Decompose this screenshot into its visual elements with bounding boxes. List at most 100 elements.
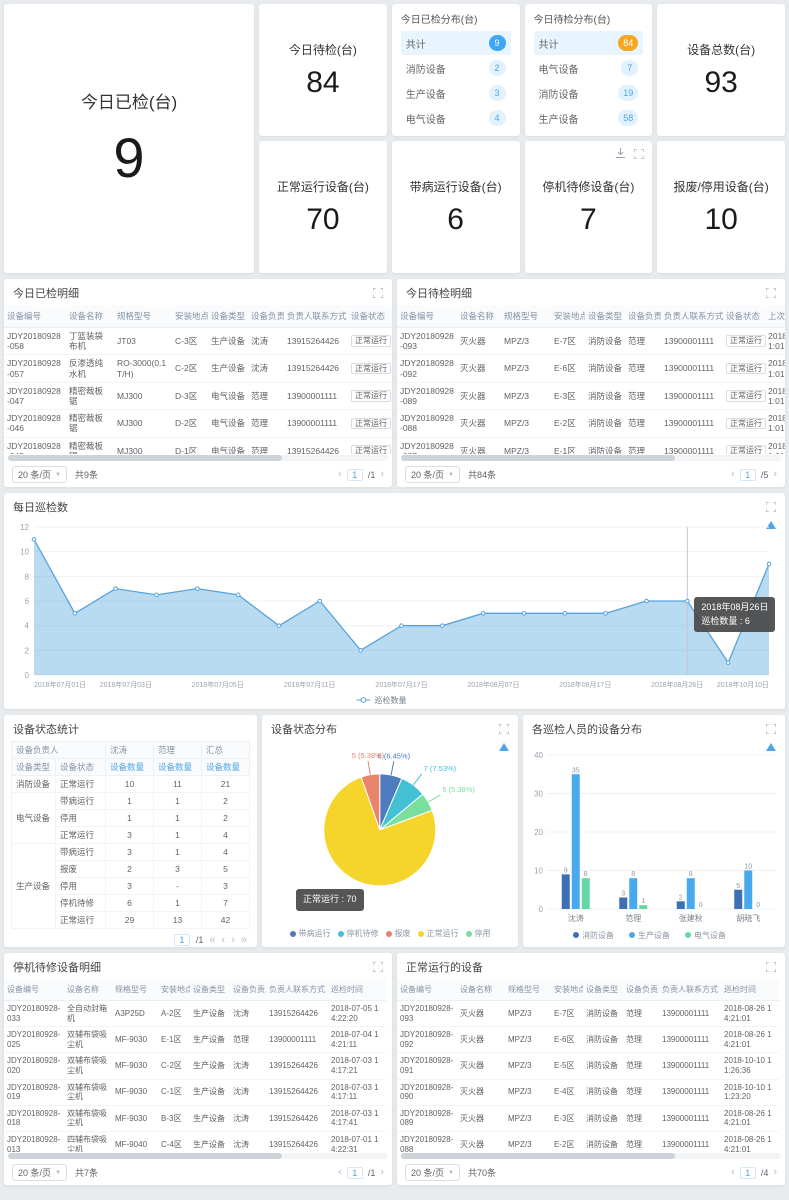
next-page-button[interactable]: ›	[380, 468, 384, 480]
table-row[interactable]: JDY20180928-087灭火器MPZ/3E-1区消防设备范理1390000…	[397, 437, 785, 454]
table-row[interactable]: JDY20180928-047 精密裁板锯 MJ300 D-3区 电气设备 范理 13900…	[4, 382, 392, 411]
table-row[interactable]: JDY20180928-092 灭火器 MPZ/3 E-6区 消防设备 范理 1390000…	[397, 354, 785, 383]
column-header[interactable]: 负责人联系方式	[284, 305, 348, 328]
table-row[interactable]: JDY20180928-018 双辅布袋吸尘机 MF-9030 B-3区 生产设备 沈涛 1…	[4, 1105, 386, 1132]
column-header[interactable]: 巡检时间	[721, 979, 779, 1001]
table-row[interactable]: JDY20180928-058 丁篮装袋布机 JT03 C-3区 生产设备 沈涛 13915…	[4, 327, 392, 356]
column-header[interactable]: 规格型号	[114, 305, 172, 328]
table-row[interactable]: JDY20180928-019 双辅布袋吸尘机 MF-9030 C-1区 生产设备 沈涛 1…	[4, 1079, 386, 1106]
current-page[interactable]: 1	[739, 1166, 756, 1179]
page-size-select[interactable]: 20 条/页 ▼	[405, 466, 460, 483]
column-header[interactable]: 安装地点	[551, 979, 583, 1001]
column-header[interactable]: 设备状态	[348, 305, 390, 328]
last-page-button[interactable]: »	[240, 933, 247, 946]
table-row[interactable]: JDY20180928-093 灭火器 MPZ/3 E-7区 消防设备 范理 1390000…	[397, 327, 785, 356]
table-row[interactable]: JDY20180928-092 灭火器 MPZ/3 E-6区 消防设备 范理 1390000…	[397, 1026, 779, 1054]
prev-page-button[interactable]: ‹	[338, 1166, 342, 1178]
prev-page-button[interactable]: ‹	[731, 1166, 735, 1178]
column-header[interactable]: 负责人联系方式	[266, 979, 328, 1001]
chart-switch-icon[interactable]	[766, 743, 776, 751]
column-header[interactable]: 规格型号	[505, 979, 551, 1001]
expand-icon[interactable]	[499, 724, 509, 734]
current-page[interactable]: 1	[739, 468, 756, 481]
current-page[interactable]: 1	[346, 468, 363, 481]
daily-line-chart[interactable]: 0 2 4 6 8 10 12 2018年07月01日 2018年07月03日 2018年07月0…	[8, 519, 781, 707]
table-row[interactable]: JDY20180928-045精密裁板锯MJ300D-1区电气设备范理13915…	[4, 437, 392, 454]
next-page-button[interactable]: ›	[773, 468, 777, 480]
expand-icon[interactable]	[373, 288, 383, 298]
column-header[interactable]: 安装地点	[172, 305, 208, 328]
table-row[interactable]: JDY20180928-057 反渗透纯水机 RO-3000(0.1T/H) C-2区…	[4, 354, 392, 383]
column-header[interactable]: 设备编号	[4, 305, 66, 328]
chart-switch-icon[interactable]	[499, 743, 509, 751]
column-header[interactable]: 负责人联系方式	[661, 305, 723, 328]
legend-item[interactable]: 带病运行	[289, 928, 331, 939]
people-bar-chart[interactable]: 0 10 20 30 40 9 3 2 5 35 8 8 10 8 1 0 0 沈涛 范理 张建秋 胡晓飞 消防设备 生产设…	[523, 741, 785, 943]
expand-icon[interactable]	[766, 502, 776, 512]
column-header[interactable]: 设备类型	[583, 979, 623, 1001]
column-header[interactable]: 设备负责人	[230, 979, 266, 1001]
column-header[interactable]: 安装地点	[158, 979, 190, 1001]
column-header[interactable]: 设备负责人	[248, 305, 284, 328]
column-header[interactable]: 设备类型	[585, 305, 625, 328]
column-header[interactable]: 安装地点	[551, 305, 585, 328]
column-header[interactable]: 设备名称	[66, 305, 114, 328]
legend-item[interactable]: 停机待修	[337, 928, 379, 939]
status-pie-chart[interactable]: 6 (6.45%) 7 (7.53%) 5 (5.38%) 5 (5.38%) 带病运行…	[262, 741, 518, 943]
table-row[interactable]: JDY20180928-089 灭火器 MPZ/3 E-3区 消防设备 范理 1390000…	[397, 382, 785, 411]
column-header[interactable]: 设备状态	[723, 305, 765, 328]
table-row[interactable]: JDY20180928-093 灭火器 MPZ/3 E-7区 消防设备 范理 1390000…	[397, 1000, 779, 1028]
column-header[interactable]: 巡检时间	[328, 979, 386, 1001]
horizontal-scrollbar[interactable]	[401, 455, 781, 461]
next-page-button[interactable]: ›	[773, 1166, 777, 1178]
column-header[interactable]: 上次巡检时间	[390, 305, 392, 328]
table-row[interactable]: JDY20180928-091 灭火器 MPZ/3 E-5区 消防设备 范理 1390000…	[397, 1052, 779, 1080]
column-header[interactable]: 设备负责人	[623, 979, 659, 1001]
table-row[interactable]: JDY20180928-088 灭火器 MPZ/3 E-2区 消防设备 范理 1390000…	[397, 409, 785, 438]
column-header[interactable]: 设备编号	[397, 305, 457, 328]
column-header[interactable]: 规格型号	[112, 979, 158, 1001]
column-header[interactable]: 负责人联系方式	[659, 979, 721, 1001]
expand-icon[interactable]	[766, 288, 776, 298]
horizontal-scrollbar[interactable]	[401, 1153, 781, 1159]
column-header[interactable]: 设备名称	[457, 305, 501, 328]
scrollbar-thumb[interactable]	[8, 1153, 282, 1159]
column-header[interactable]: 上次巡检时间	[765, 305, 785, 328]
table-row[interactable]: JDY20180928-088 灭火器 MPZ/3 E-2区 消防设备 范理 1390000…	[397, 1131, 779, 1152]
column-header[interactable]: 设备编号	[397, 979, 457, 1001]
table-row[interactable]: JDY20180928-090 灭火器 MPZ/3 E-4区 消防设备 范理 1390000…	[397, 1079, 779, 1106]
first-page-button[interactable]: «	[209, 933, 216, 946]
column-header[interactable]: 设备编号	[4, 979, 64, 1001]
table-row[interactable]: JDY20180928-025 双辅布袋吸尘机 MF-9030 E-1区 生产设备 范理 1…	[4, 1026, 386, 1054]
legend-item[interactable]: 正常运行	[417, 928, 459, 939]
table-row[interactable]: JDY20180928-046 精密裁板锯 MJ300 D-2区 电气设备 范理 13900…	[4, 409, 392, 438]
column-header[interactable]: 设备名称	[64, 979, 112, 1001]
expand-icon[interactable]	[766, 962, 776, 972]
column-header[interactable]: 规格型号	[501, 305, 551, 328]
column-header[interactable]: 设备类型	[208, 305, 248, 328]
page-size-select[interactable]: 20 条/页 ▼	[405, 1164, 460, 1181]
scrollbar-thumb[interactable]	[401, 455, 675, 461]
prev-page-button[interactable]: ‹	[221, 933, 226, 946]
page-size-select[interactable]: 20 条/页 ▼	[12, 1164, 67, 1181]
prev-page-button[interactable]: ‹	[731, 468, 735, 480]
column-header[interactable]: 设备名称	[457, 979, 505, 1001]
table-row[interactable]: JDY20180928-013 四辅布袋吸尘机 MF-9040 C-4区 生产设备 沈涛 1…	[4, 1131, 386, 1152]
expand-icon[interactable]	[373, 962, 383, 972]
scrollbar-thumb[interactable]	[8, 455, 282, 461]
next-page-button[interactable]: ›	[380, 1166, 384, 1178]
column-header[interactable]: 设备类型	[190, 979, 230, 1001]
expand-icon[interactable]	[766, 724, 776, 734]
horizontal-scrollbar[interactable]	[8, 1153, 388, 1159]
page-size-select[interactable]: 20 条/页 ▼	[12, 466, 67, 483]
chart-switch-icon[interactable]	[766, 521, 776, 529]
expand-icon[interactable]	[634, 148, 645, 159]
column-header[interactable]: 设备负责人	[625, 305, 661, 328]
legend-item[interactable]: 停用	[465, 928, 491, 939]
table-row[interactable]: JDY20180928-089 灭火器 MPZ/3 E-3区 消防设备 范理 1390000…	[397, 1105, 779, 1132]
current-page[interactable]: 1	[346, 1166, 363, 1179]
prev-page-button[interactable]: ‹	[338, 468, 342, 480]
legend-item[interactable]: 报废	[385, 928, 411, 939]
download-icon[interactable]	[615, 148, 626, 159]
table-row[interactable]: JDY20180928-020 双辅布袋吸尘机 MF-9030 C-2区 生产设备 沈涛 1…	[4, 1052, 386, 1080]
